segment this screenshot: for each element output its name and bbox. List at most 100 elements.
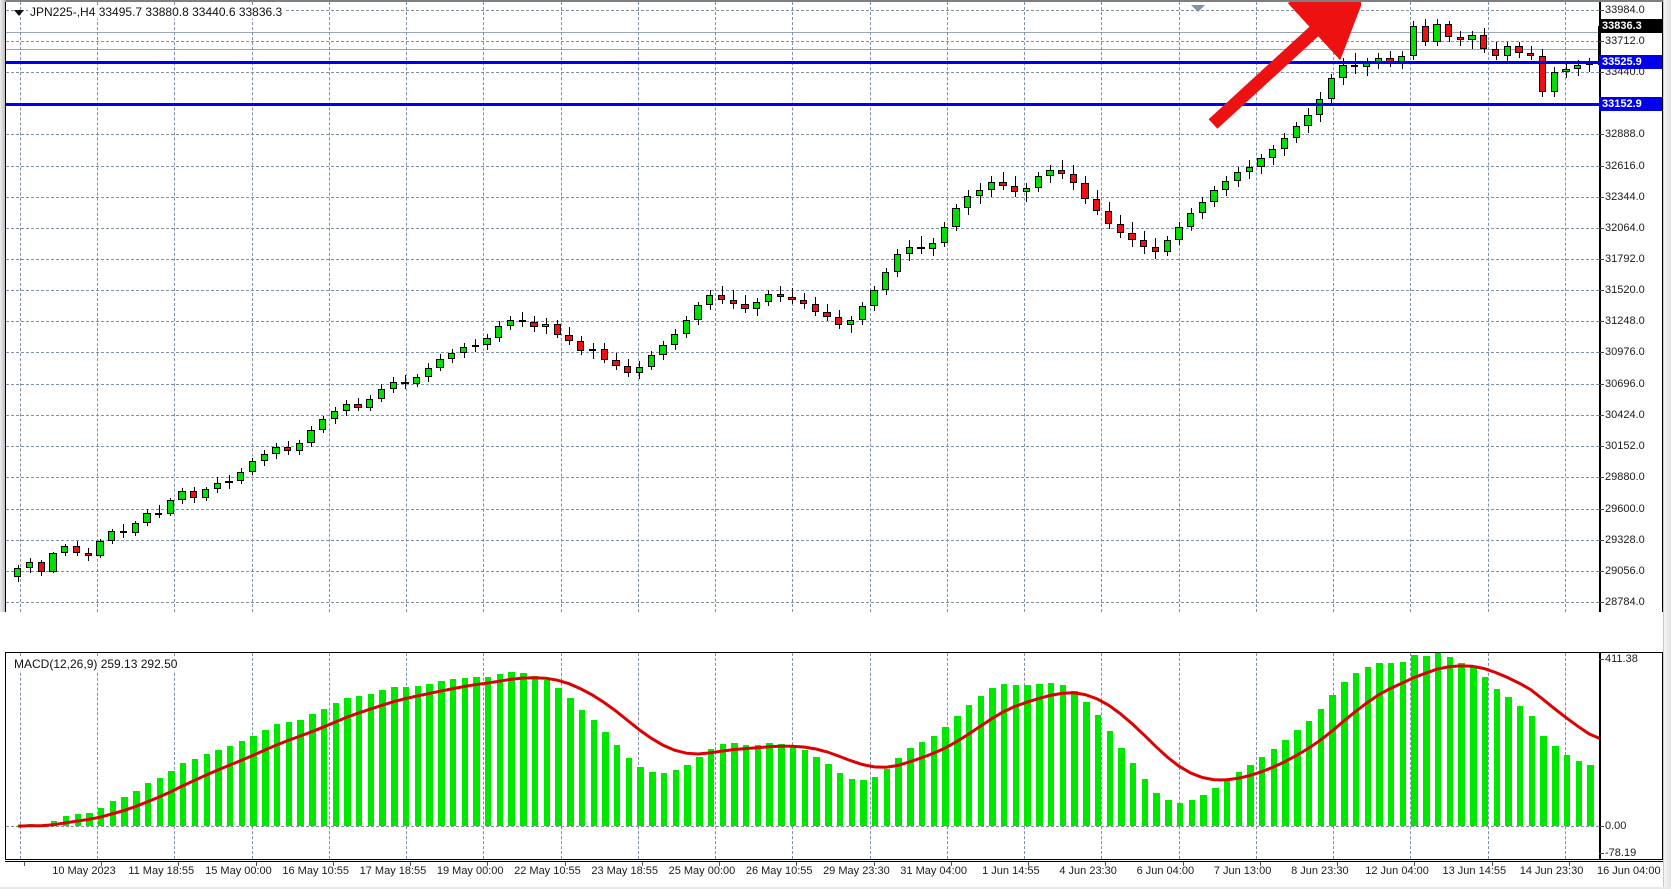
candle-body[interactable]: [248, 461, 257, 472]
candle-body[interactable]: [753, 301, 761, 309]
candle-body[interactable]: [823, 312, 831, 317]
candle-body[interactable]: [940, 226, 948, 243]
candle-body[interactable]: [1538, 55, 1547, 93]
candle-body[interactable]: [143, 512, 151, 524]
candle-body[interactable]: [858, 306, 866, 321]
candle-body[interactable]: [835, 316, 843, 325]
candle-body[interactable]: [1210, 190, 1218, 202]
candle-body[interactable]: [307, 429, 315, 444]
candle-body[interactable]: [964, 195, 972, 209]
candle-body[interactable]: [905, 247, 913, 254]
candle-body[interactable]: [518, 320, 526, 323]
candle-body[interactable]: [682, 320, 690, 334]
candle-body[interactable]: [495, 325, 503, 339]
candle-body[interactable]: [506, 320, 515, 326]
candle-body[interactable]: [600, 348, 608, 360]
candle-body[interactable]: [1163, 240, 1171, 252]
candle-body[interactable]: [1280, 137, 1289, 150]
candle-body[interactable]: [14, 568, 22, 577]
candle-body[interactable]: [800, 299, 808, 305]
candle-body[interactable]: [295, 443, 303, 452]
candle-body[interactable]: [694, 305, 702, 321]
candle-body[interactable]: [635, 366, 644, 373]
candle-body[interactable]: [319, 419, 327, 430]
candle-body[interactable]: [530, 322, 538, 327]
candle-body[interactable]: [1445, 23, 1453, 38]
candle-body[interactable]: [37, 561, 45, 572]
candle-body[interactable]: [1198, 201, 1207, 213]
candle-body[interactable]: [1351, 64, 1359, 67]
candle-body[interactable]: [1257, 158, 1265, 168]
candle-body[interactable]: [1046, 169, 1054, 177]
candle-body[interactable]: [342, 404, 350, 412]
macd-indicator-panel[interactable]: MACD(12,26,9) 259.13 292.50 411.38 0.00 -7…: [5, 652, 1663, 860]
bullish-arrow-annotation[interactable]: [1201, 2, 1361, 132]
candle-body[interactable]: [776, 293, 784, 298]
candle-body[interactable]: [61, 545, 69, 554]
horizontal-price-line[interactable]: [6, 60, 1599, 64]
candle-body[interactable]: [952, 208, 960, 227]
candle-body[interactable]: [330, 411, 339, 420]
candle-body[interactable]: [1034, 176, 1042, 188]
macd-plot-area[interactable]: [6, 653, 1599, 859]
candle-body[interactable]: [166, 500, 174, 514]
candle-body[interactable]: [1081, 183, 1089, 200]
candle-body[interactable]: [190, 491, 198, 498]
price-y-axis[interactable]: 33984.0 33712.0 33440.0 32888.0 32616.0 32344…: [1599, 2, 1662, 612]
candle-body[interactable]: [729, 299, 737, 305]
candle-body[interactable]: [1304, 114, 1312, 127]
candle-body[interactable]: [717, 295, 726, 300]
candle-body[interactable]: [1128, 233, 1136, 241]
candle-body[interactable]: [237, 471, 245, 481]
candle-body[interactable]: [1339, 64, 1347, 79]
candle-body[interactable]: [1316, 98, 1324, 115]
candle-body[interactable]: [389, 381, 397, 389]
candle-body[interactable]: [659, 345, 667, 356]
candle-body[interactable]: [131, 523, 139, 534]
candle-body[interactable]: [1491, 48, 1500, 56]
candle-body[interactable]: [366, 398, 374, 408]
candle-body[interactable]: [96, 541, 104, 557]
candle-body[interactable]: [975, 190, 984, 196]
candle-body[interactable]: [283, 446, 292, 452]
candle-body[interactable]: [788, 297, 796, 300]
candle-body[interactable]: [1104, 210, 1113, 225]
candle-body[interactable]: [272, 446, 280, 454]
candle-body[interactable]: [459, 347, 468, 354]
candle-body[interactable]: [1515, 46, 1523, 54]
candle-body[interactable]: [377, 388, 386, 399]
right-scroll-gutter[interactable]: [1663, 0, 1671, 889]
candle-body[interactable]: [764, 293, 773, 302]
candle-body[interactable]: [1222, 181, 1230, 191]
candle-body[interactable]: [412, 377, 421, 384]
candle-body[interactable]: [401, 381, 409, 384]
candle-body[interactable]: [1574, 64, 1582, 70]
candle-body[interactable]: [987, 182, 995, 191]
candle-body[interactable]: [670, 333, 679, 346]
candle-body[interactable]: [741, 304, 749, 309]
candle-body[interactable]: [1527, 53, 1535, 56]
candle-body[interactable]: [1292, 126, 1300, 138]
candle-body[interactable]: [1175, 226, 1183, 241]
candle-body[interactable]: [893, 253, 902, 273]
candle-body[interactable]: [1562, 69, 1570, 72]
candle-body[interactable]: [541, 323, 550, 327]
price-plot-area[interactable]: [6, 2, 1599, 612]
candle-body[interactable]: [612, 360, 620, 366]
chevron-down-icon[interactable]: [14, 10, 24, 16]
candle-body[interactable]: [119, 531, 128, 534]
candle-body[interactable]: [448, 353, 456, 359]
candle-body[interactable]: [706, 295, 714, 306]
candle-body[interactable]: [72, 545, 81, 554]
candle-body[interactable]: [1011, 185, 1019, 193]
candle-body[interactable]: [1022, 187, 1031, 193]
time-axis[interactable]: 10 May 2023 11 May 18:55 15 May 00:00 16 Ma…: [5, 861, 1663, 887]
macd-y-axis[interactable]: 411.38 0.00 -78.19: [1598, 653, 1662, 859]
candle-body[interactable]: [1409, 25, 1418, 56]
candle-body[interactable]: [1093, 199, 1101, 211]
candle-body[interactable]: [811, 304, 819, 313]
candle-body[interactable]: [929, 242, 937, 250]
candle-body[interactable]: [471, 345, 479, 348]
candle-body[interactable]: [25, 561, 34, 569]
candle-body[interactable]: [1480, 35, 1488, 49]
